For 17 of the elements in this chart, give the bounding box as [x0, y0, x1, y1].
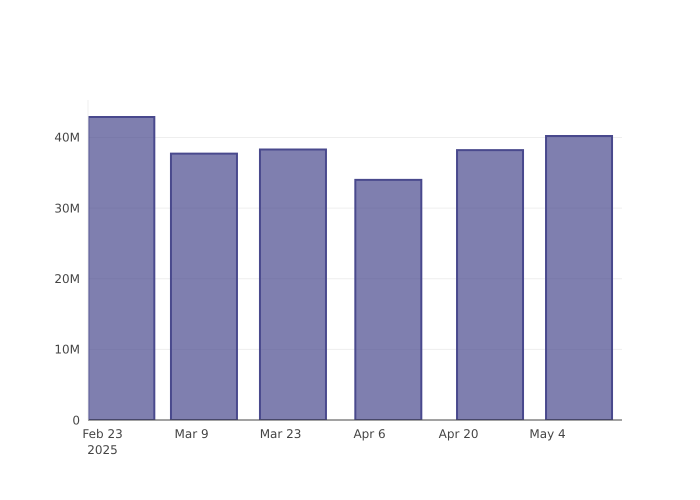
bar	[170, 152, 238, 420]
bar	[545, 135, 614, 420]
x-tick-label: Mar 23	[260, 427, 302, 441]
y-tick-label: 20M	[54, 272, 80, 286]
y-tick-label: 0	[72, 413, 80, 428]
x-tick-label: Apr 6	[353, 427, 386, 441]
x-tick-label: Feb 23 2025	[82, 427, 123, 457]
x-tick-label: Apr 20	[438, 427, 478, 441]
bar	[354, 178, 422, 420]
y-tick-label: 30M	[54, 201, 80, 216]
x-tick-label: Mar 9	[174, 427, 209, 441]
bar	[88, 116, 156, 420]
y-tick-label: 40M	[54, 130, 80, 145]
x-tick-label: May 4	[529, 427, 566, 441]
bar	[456, 149, 524, 420]
bar	[258, 148, 327, 420]
y-tick-label: 10M	[54, 342, 80, 357]
